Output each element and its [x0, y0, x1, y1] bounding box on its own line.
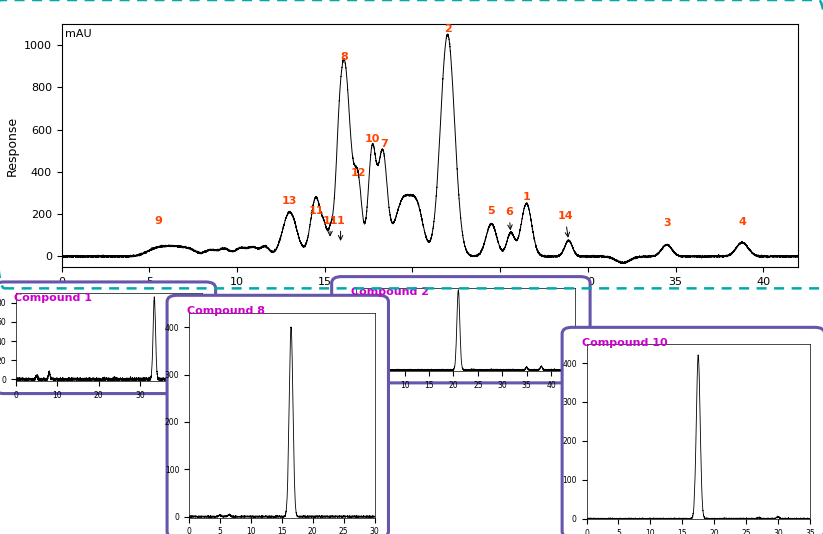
- Text: 9: 9: [154, 216, 162, 226]
- Text: mAU: mAU: [65, 29, 92, 39]
- Text: 7: 7: [380, 138, 388, 148]
- Text: 5: 5: [487, 206, 495, 216]
- Text: 6: 6: [505, 207, 513, 229]
- X-axis label: Time (min): Time (min): [393, 292, 467, 307]
- Text: 10: 10: [365, 135, 380, 144]
- Text: Compound 1: Compound 1: [14, 293, 92, 303]
- Text: 3: 3: [663, 218, 671, 228]
- Text: 11: 11: [323, 216, 337, 235]
- Text: 1: 1: [523, 192, 530, 202]
- Text: 2: 2: [444, 25, 452, 35]
- Text: Compound 10: Compound 10: [582, 338, 667, 348]
- Text: 14: 14: [557, 211, 573, 237]
- Text: 4: 4: [738, 217, 746, 227]
- Text: Compound 2: Compound 2: [351, 287, 430, 297]
- Text: Compound 8: Compound 8: [187, 306, 265, 316]
- Text: 12: 12: [351, 168, 366, 178]
- Text: 11: 11: [309, 206, 323, 216]
- Y-axis label: Response: Response: [6, 115, 18, 176]
- Text: 13: 13: [282, 195, 297, 206]
- Text: 1: 1: [337, 216, 345, 240]
- Text: 8: 8: [340, 52, 348, 62]
